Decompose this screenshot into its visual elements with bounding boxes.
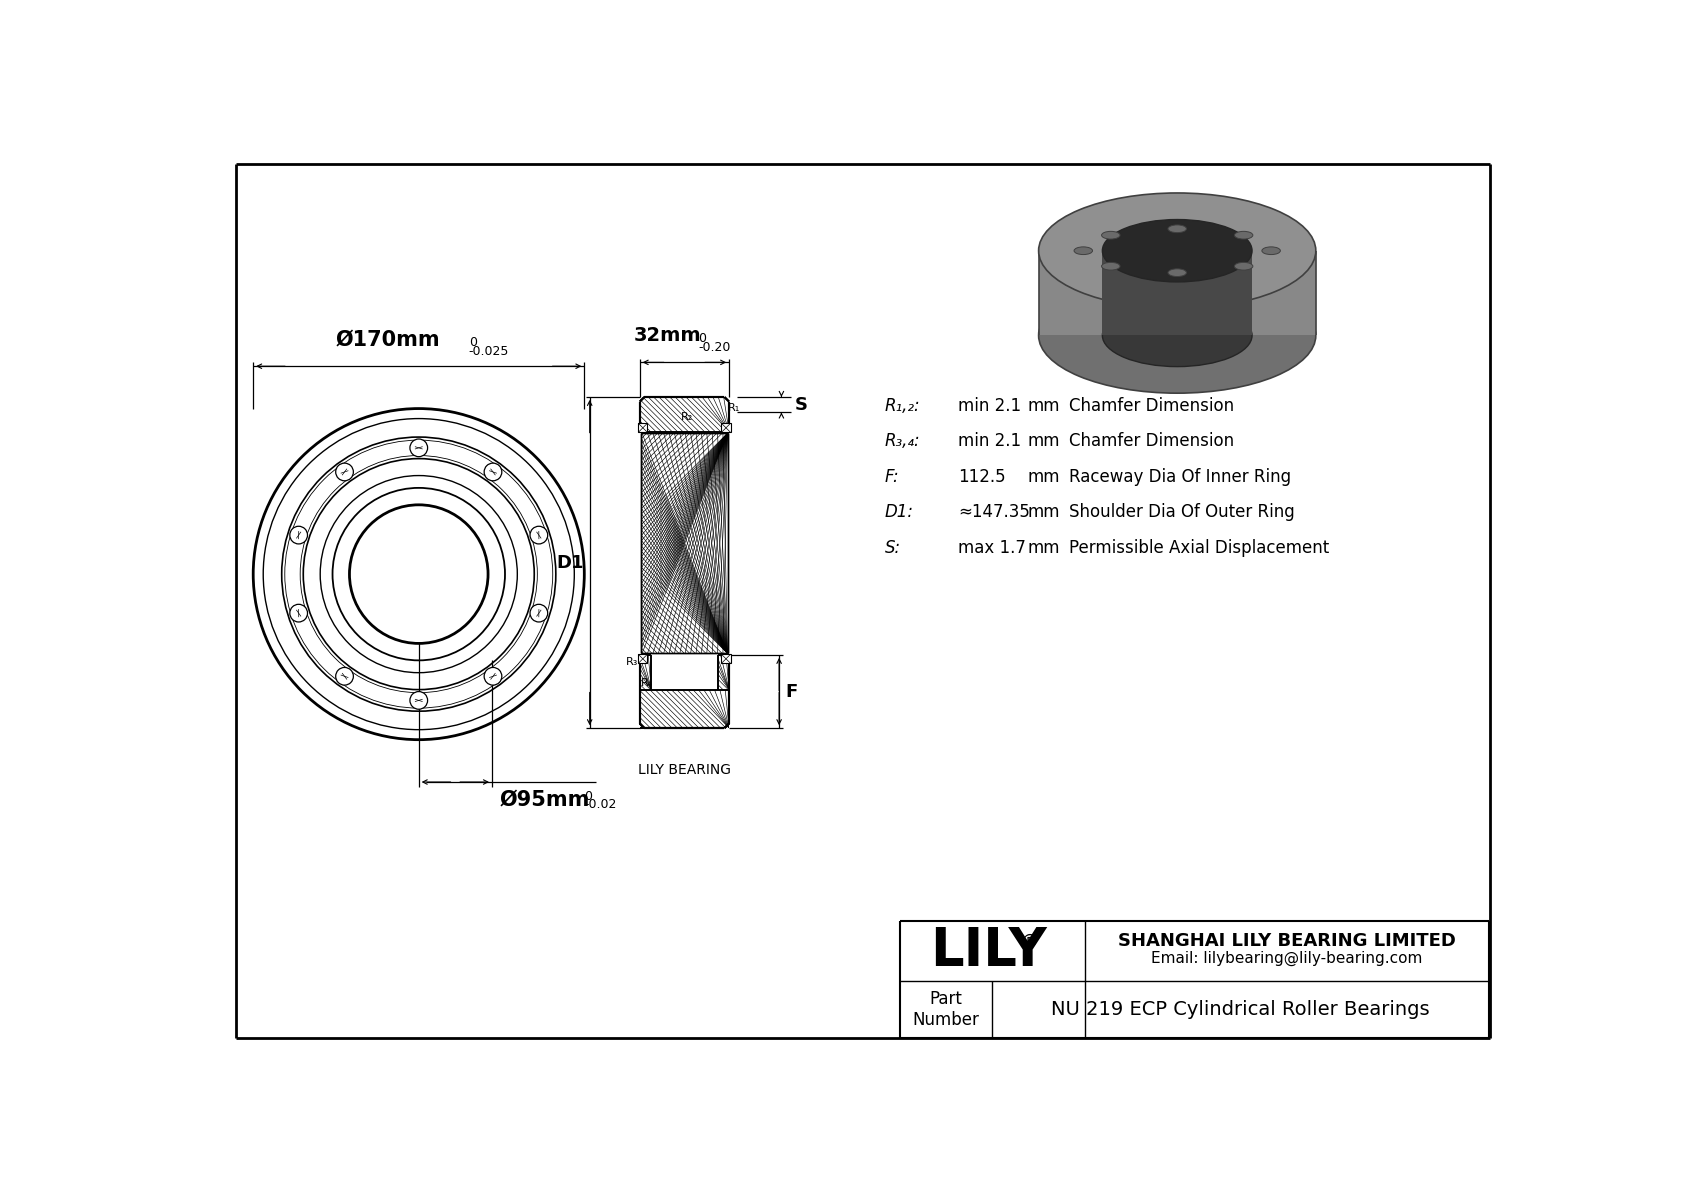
Bar xyxy=(1039,251,1315,336)
Text: mm: mm xyxy=(1027,397,1059,414)
Text: Shoulder Dia Of Outer Ring: Shoulder Dia Of Outer Ring xyxy=(1069,504,1295,522)
Ellipse shape xyxy=(1039,193,1315,308)
Text: R₃: R₃ xyxy=(626,656,638,667)
Bar xyxy=(721,654,731,663)
Ellipse shape xyxy=(1169,225,1187,232)
Text: 32mm: 32mm xyxy=(633,326,701,345)
Text: LILY BEARING: LILY BEARING xyxy=(638,762,731,777)
Text: D1:: D1: xyxy=(884,504,914,522)
Ellipse shape xyxy=(1074,247,1093,255)
Ellipse shape xyxy=(1169,269,1187,276)
Text: Ø170mm: Ø170mm xyxy=(335,329,440,349)
Ellipse shape xyxy=(1234,231,1253,239)
Text: SHANGHAI LILY BEARING LIMITED: SHANGHAI LILY BEARING LIMITED xyxy=(1118,933,1457,950)
Text: -0.025: -0.025 xyxy=(468,344,509,357)
Text: 112.5: 112.5 xyxy=(958,468,1005,486)
Circle shape xyxy=(530,526,547,544)
Bar xyxy=(638,654,647,663)
Text: R₁: R₁ xyxy=(727,404,739,413)
Text: NU 219 ECP Cylindrical Roller Bearings: NU 219 ECP Cylindrical Roller Bearings xyxy=(1051,1000,1430,1019)
Text: min 2.1: min 2.1 xyxy=(958,397,1021,414)
Text: F:: F: xyxy=(884,468,899,486)
Text: R₂: R₂ xyxy=(680,412,692,423)
Text: mm: mm xyxy=(1027,504,1059,522)
Circle shape xyxy=(409,692,428,709)
Text: R₄: R₄ xyxy=(642,678,653,688)
Text: Ø95mm: Ø95mm xyxy=(500,790,589,810)
Circle shape xyxy=(483,667,502,685)
Circle shape xyxy=(409,439,428,456)
Text: 0: 0 xyxy=(699,332,706,345)
Text: 0: 0 xyxy=(584,790,593,803)
Text: ≈147.35: ≈147.35 xyxy=(958,504,1029,522)
Text: 0: 0 xyxy=(468,336,477,349)
Bar xyxy=(1103,251,1251,336)
Ellipse shape xyxy=(1261,247,1280,255)
Text: Permissible Axial Displacement: Permissible Axial Displacement xyxy=(1069,538,1330,556)
Text: Chamfer Dimension: Chamfer Dimension xyxy=(1069,397,1234,414)
Text: LILY: LILY xyxy=(930,924,1047,977)
Text: D1: D1 xyxy=(556,554,584,572)
Circle shape xyxy=(290,604,308,622)
Bar xyxy=(638,423,647,432)
Ellipse shape xyxy=(1234,262,1253,270)
Text: S:: S: xyxy=(884,538,901,556)
Text: min 2.1: min 2.1 xyxy=(958,432,1021,450)
Text: mm: mm xyxy=(1027,538,1059,556)
Text: -0.02: -0.02 xyxy=(584,798,616,811)
Ellipse shape xyxy=(1101,231,1120,239)
Circle shape xyxy=(530,604,547,622)
Circle shape xyxy=(483,463,502,481)
Text: F: F xyxy=(785,682,798,700)
Text: mm: mm xyxy=(1027,432,1059,450)
Bar xyxy=(721,423,731,432)
Text: Part
Number: Part Number xyxy=(913,990,980,1029)
Ellipse shape xyxy=(1103,219,1251,282)
Text: -0.20: -0.20 xyxy=(699,341,731,354)
Text: R₁,₂:: R₁,₂: xyxy=(884,397,919,414)
Text: Chamfer Dimension: Chamfer Dimension xyxy=(1069,432,1234,450)
Text: R₃,₄:: R₃,₄: xyxy=(884,432,919,450)
Text: S: S xyxy=(795,395,808,413)
Text: Email: lilybearing@lily-bearing.com: Email: lilybearing@lily-bearing.com xyxy=(1152,950,1423,966)
Ellipse shape xyxy=(1101,262,1120,270)
Text: mm: mm xyxy=(1027,468,1059,486)
Circle shape xyxy=(335,463,354,481)
Circle shape xyxy=(290,526,308,544)
Text: max 1.7: max 1.7 xyxy=(958,538,1026,556)
Ellipse shape xyxy=(1039,278,1315,393)
Text: Raceway Dia Of Inner Ring: Raceway Dia Of Inner Ring xyxy=(1069,468,1292,486)
Ellipse shape xyxy=(1103,304,1251,367)
Circle shape xyxy=(335,667,354,685)
Text: ®: ® xyxy=(1021,933,1039,950)
